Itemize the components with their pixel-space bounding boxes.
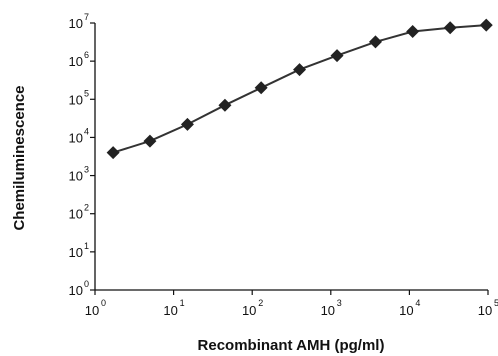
data-point-marker bbox=[330, 49, 344, 63]
data-point-marker bbox=[406, 24, 420, 38]
y-tick-label: 10 bbox=[69, 169, 83, 184]
markers bbox=[106, 18, 493, 160]
y-tick-label: 10 bbox=[69, 283, 83, 298]
y-tick-exponent: 3 bbox=[84, 165, 89, 175]
x-tick-label: 10 bbox=[85, 303, 99, 318]
x-ticks: 10 0 10 1 10 2 10 3 10 4 10 5 bbox=[85, 290, 498, 318]
y-tick-exponent: 4 bbox=[84, 126, 89, 136]
data-point-marker bbox=[479, 18, 493, 32]
x-tick-exponent: 2 bbox=[258, 298, 263, 308]
x-tick-label: 10 bbox=[321, 303, 335, 318]
data-point-marker bbox=[443, 21, 457, 35]
data-point-marker bbox=[106, 146, 120, 160]
data-point-marker bbox=[143, 134, 157, 148]
axes bbox=[94, 23, 488, 291]
data-point-marker bbox=[254, 81, 268, 95]
x-axis-title: Recombinant AMH (pg/ml) bbox=[198, 337, 385, 354]
y-tick-exponent: 0 bbox=[84, 279, 89, 289]
y-tick-label: 10 bbox=[69, 16, 83, 31]
x-tick-label: 10 bbox=[163, 303, 177, 318]
y-tick-exponent: 6 bbox=[84, 50, 89, 60]
x-tick-exponent: 3 bbox=[337, 298, 342, 308]
series-line bbox=[112, 24, 487, 154]
y-tick-exponent: 7 bbox=[84, 12, 89, 22]
y-tick-exponent: 2 bbox=[84, 203, 89, 213]
x-tick-exponent: 4 bbox=[415, 298, 420, 308]
data-point-marker bbox=[180, 117, 194, 131]
x-tick-exponent: 5 bbox=[494, 298, 498, 308]
y-tick-label: 10 bbox=[69, 130, 83, 145]
y-tick-label: 10 bbox=[69, 92, 83, 107]
x-tick-exponent: 1 bbox=[180, 298, 185, 308]
x-tick-label: 10 bbox=[242, 303, 256, 318]
data-point-marker bbox=[218, 98, 232, 112]
y-tick-label: 10 bbox=[69, 207, 83, 222]
x-tick-exponent: 0 bbox=[101, 298, 106, 308]
y-tick-label: 10 bbox=[69, 245, 83, 260]
x-tick-label: 10 bbox=[399, 303, 413, 318]
data-point-marker bbox=[368, 35, 382, 49]
y-tick-label: 10 bbox=[69, 54, 83, 69]
data-point-marker bbox=[293, 63, 307, 77]
y-tick-exponent: 5 bbox=[84, 88, 89, 98]
x-tick-label: 10 bbox=[478, 303, 492, 318]
y-axis-title: Chemiluminescence bbox=[11, 85, 28, 230]
y-tick-exponent: 1 bbox=[84, 241, 89, 251]
